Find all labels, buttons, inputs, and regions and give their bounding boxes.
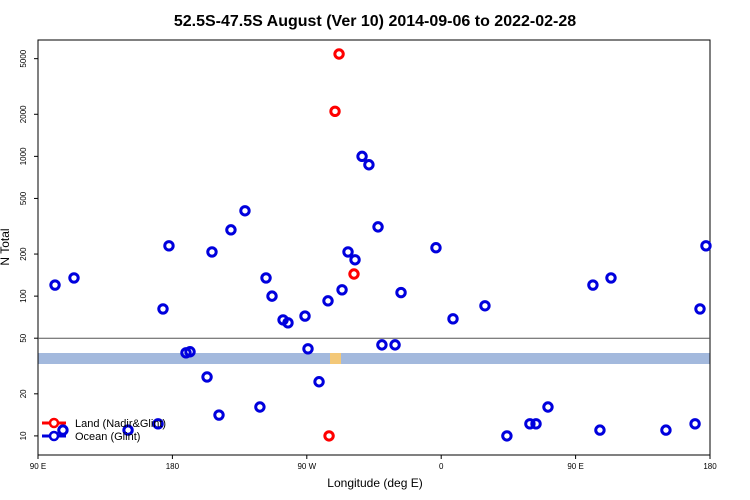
- point: [260, 272, 272, 284]
- point: [447, 313, 459, 325]
- legend-marker: [48, 417, 60, 429]
- point: [299, 310, 311, 322]
- x-tick-label: 180: [703, 462, 717, 471]
- y-tick-label: 20: [19, 389, 28, 398]
- point: [49, 279, 61, 291]
- y-tick-label: 100: [19, 289, 28, 303]
- point: [479, 300, 491, 312]
- point: [163, 240, 175, 252]
- y-tick-label: 500: [19, 191, 28, 205]
- point: [363, 159, 375, 171]
- point: [356, 150, 368, 163]
- y-axis-label: N Total: [0, 228, 12, 265]
- plot-frame: [37, 39, 711, 456]
- x-tick-label: 90 W: [297, 462, 316, 471]
- point: [333, 48, 345, 60]
- point: [122, 424, 134, 436]
- point: [501, 430, 513, 442]
- point: [395, 286, 407, 299]
- point: [660, 424, 672, 436]
- point: [349, 254, 361, 266]
- point: [605, 272, 617, 284]
- x-tick-label: 90 E: [30, 462, 46, 471]
- point: [542, 401, 554, 413]
- point: [282, 317, 294, 329]
- point: [587, 279, 599, 291]
- point: [213, 409, 225, 421]
- point: [329, 105, 341, 118]
- legend-label: Land (Nadir&Glint): [75, 418, 166, 430]
- point: [313, 376, 325, 388]
- y-tick-label: 200: [19, 247, 28, 261]
- point: [68, 272, 80, 284]
- point: [239, 205, 251, 217]
- point: [376, 339, 388, 351]
- x-tick-label: 0: [439, 462, 444, 471]
- y-tick-label: 5000: [19, 49, 28, 67]
- x-tick-label: 90 E: [567, 462, 583, 471]
- point: [184, 346, 196, 358]
- point: [372, 221, 384, 233]
- y-tick-label: 1000: [19, 147, 28, 165]
- map-band: [38, 353, 710, 364]
- point: [152, 418, 164, 430]
- point: [323, 430, 335, 442]
- point: [342, 246, 354, 258]
- point: [157, 303, 169, 315]
- point: [225, 224, 237, 236]
- point: [694, 303, 706, 315]
- point: [206, 246, 218, 258]
- chart-title: 52.5S-47.5S August (Ver 10) 2014-09-06 t…: [174, 13, 576, 30]
- point: [254, 401, 266, 413]
- point: [524, 418, 536, 430]
- point: [201, 371, 213, 383]
- point: [700, 240, 712, 252]
- point: [430, 242, 442, 254]
- point: [322, 295, 334, 307]
- point: [530, 418, 542, 430]
- point: [266, 290, 278, 302]
- y-tick-label: 10: [19, 431, 28, 440]
- x-axis-label: Longitude (deg E): [327, 476, 422, 490]
- point: [389, 339, 401, 351]
- point: [689, 418, 701, 430]
- point: [302, 343, 314, 355]
- point: [348, 268, 360, 280]
- point: [57, 424, 69, 436]
- map-land: [330, 353, 341, 364]
- x-tick-label: 180: [166, 462, 180, 471]
- y-tick-label: 50: [19, 333, 28, 342]
- point: [594, 424, 606, 436]
- y-tick-label: 2000: [19, 105, 28, 123]
- point: [336, 284, 348, 296]
- legend-label: Ocean (Glint): [75, 431, 140, 443]
- legend-marker: [48, 430, 60, 442]
